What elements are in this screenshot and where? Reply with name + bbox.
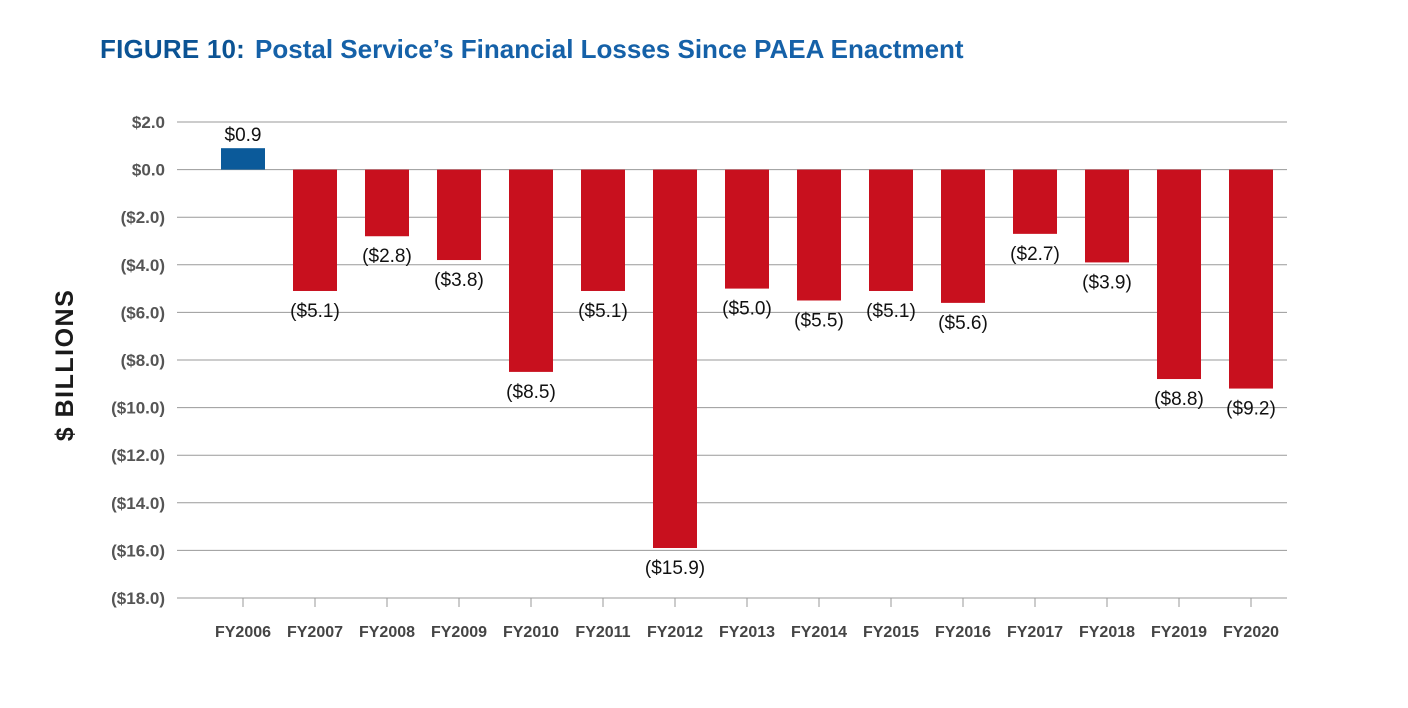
x-tick-label: FY2012: [647, 624, 703, 641]
x-tick-label: FY2009: [431, 624, 487, 641]
x-tick-label: FY2019: [1151, 624, 1207, 641]
x-tick-label: FY2020: [1223, 624, 1279, 641]
chart-title: FIGURE 10: Postal Service’s Financial Los…: [100, 34, 964, 65]
y-tick-label: ($16.0): [111, 541, 165, 560]
y-tick-label: ($14.0): [111, 494, 165, 513]
bar: [437, 169, 481, 261]
data-label: ($2.8): [362, 246, 412, 267]
bar: [509, 169, 553, 372]
x-tick-label: FY2011: [575, 624, 630, 641]
data-labels: $0.9 ($5.1) ($2.8) ($3.8) ($8.5) ($5.1) ($15.9…: [225, 125, 1276, 579]
y-tick-label: ($8.0): [121, 351, 165, 370]
bar: [797, 169, 841, 301]
bar: [1013, 169, 1057, 234]
y-tick-label: ($4.0): [121, 256, 165, 275]
data-label: $0.9: [225, 125, 262, 146]
data-label: ($5.6): [938, 313, 988, 334]
data-label: ($15.9): [645, 558, 705, 579]
bar: [941, 169, 985, 303]
x-tick-label: FY2010: [503, 624, 559, 641]
y-tick-label: ($6.0): [121, 303, 165, 322]
bar: [725, 169, 769, 289]
y-tick-label: ($18.0): [111, 589, 165, 608]
y-tick-label: $2.0: [132, 113, 165, 132]
data-label: ($5.1): [290, 301, 340, 322]
figure-label: FIGURE 10:: [100, 34, 246, 64]
bar: [581, 169, 625, 291]
bar: [365, 169, 409, 237]
x-tick-label: FY2017: [1007, 624, 1063, 641]
x-tick-label: FY2006: [215, 624, 271, 641]
data-label: ($5.0): [722, 299, 772, 320]
bar: [221, 148, 265, 170]
bar: [1157, 169, 1201, 380]
data-label: ($5.1): [866, 301, 916, 322]
y-axis-ticks: $2.0 $0.0 ($2.0) ($4.0) ($6.0) ($8.0) ($10.0) (…: [111, 113, 165, 608]
y-tick-label: ($2.0): [121, 208, 165, 227]
y-tick-label: ($12.0): [111, 446, 165, 465]
data-label: ($9.2): [1226, 399, 1276, 420]
data-label: ($5.1): [578, 301, 628, 322]
data-label: ($8.8): [1154, 389, 1204, 410]
data-label: ($3.9): [1082, 272, 1132, 293]
bars: [221, 148, 1273, 549]
x-tick-label: FY2018: [1079, 624, 1135, 641]
bar: [869, 169, 913, 291]
x-tick-label: FY2013: [719, 624, 775, 641]
y-axis-label: $ BILLIONS: [51, 289, 79, 442]
data-label: ($5.5): [794, 311, 844, 332]
bar: [1085, 169, 1129, 263]
figure-title-text: Postal Service’s Financial Losses Since …: [255, 34, 964, 64]
x-tick-label: FY2008: [359, 624, 415, 641]
x-tick-label: FY2014: [791, 624, 847, 641]
y-tick-label: $0.0: [132, 161, 165, 180]
bar: [293, 169, 337, 291]
y-tick-label: ($10.0): [111, 399, 165, 418]
bar: [653, 169, 697, 549]
x-tick-label: FY2015: [863, 624, 919, 641]
x-tick-label: FY2007: [287, 624, 343, 641]
data-label: ($8.5): [506, 382, 556, 403]
x-tick-label: FY2016: [935, 624, 991, 641]
gridlines: [177, 121, 1287, 599]
data-label: ($3.8): [434, 270, 484, 291]
data-label: ($2.7): [1010, 244, 1060, 265]
bar: [1229, 169, 1273, 389]
x-axis-ticks: FY2006 FY2007 FY2008 FY2009 FY2010 FY2011 FY20…: [215, 598, 1279, 641]
